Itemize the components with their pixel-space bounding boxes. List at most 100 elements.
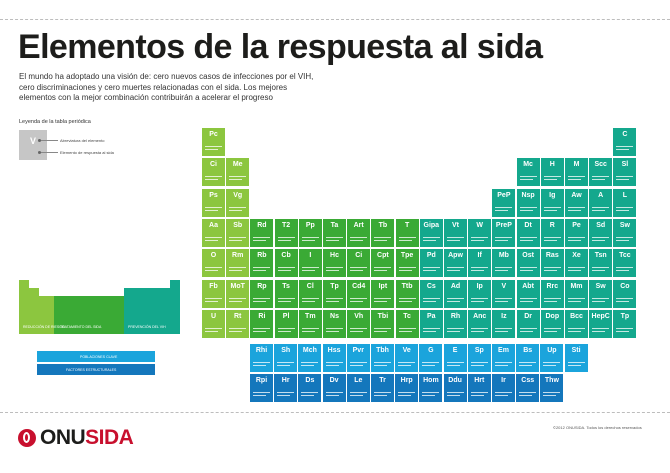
element-cell: I — [298, 249, 322, 278]
element-symbol: T — [404, 221, 410, 229]
element-caption-line — [592, 176, 610, 178]
element-caption-line — [519, 206, 537, 208]
element-symbol: Dv — [329, 377, 339, 384]
element-caption-line — [495, 239, 509, 241]
element-cell: Ds — [298, 374, 322, 402]
element-cell: Mch — [298, 344, 322, 372]
element-cell: Mm — [565, 279, 588, 308]
element-symbol: Rb — [257, 252, 267, 260]
element-caption-line — [592, 236, 610, 238]
element-symbol: Tp — [330, 282, 339, 290]
element-caption-line — [471, 239, 485, 241]
element-caption-line — [326, 327, 343, 329]
element-symbol: Hr — [281, 377, 290, 384]
element-cell: V — [492, 279, 516, 308]
element-symbol: Rp — [257, 282, 267, 290]
element-caption-line — [229, 239, 243, 241]
element-caption-line — [616, 149, 630, 150]
element-caption-line — [277, 300, 291, 302]
mini-bar-2 — [37, 364, 155, 375]
element-caption-line — [616, 327, 634, 329]
element-cell: Cpt — [371, 249, 395, 278]
element-symbol: Tb — [378, 221, 388, 229]
element-caption-line — [277, 236, 295, 238]
element-caption-line — [325, 392, 343, 393]
element-caption-line — [592, 239, 606, 241]
element-cell: Dr — [516, 309, 540, 338]
element-cell: Pe — [565, 218, 588, 247]
legend-sample-cell: V — [19, 130, 47, 160]
element-cell: Ip — [468, 279, 492, 308]
element-symbol: Nsp — [521, 191, 535, 199]
element-cell: Pvr — [346, 344, 370, 372]
element-symbol: Pp — [305, 221, 315, 229]
element-caption-line — [471, 297, 489, 299]
element-caption-line — [495, 392, 512, 393]
element-caption-line — [277, 395, 291, 396]
element-symbol: Vh — [354, 312, 364, 320]
element-caption-line — [398, 236, 416, 238]
element-symbol: Gipa — [423, 221, 440, 229]
element-caption-line — [398, 297, 416, 299]
element-caption-line — [277, 297, 295, 299]
element-caption-line — [495, 270, 509, 272]
element-caption-line — [205, 176, 222, 178]
element-cell: Thw — [540, 374, 564, 402]
element-cell: Bs — [516, 344, 540, 372]
element-caption-line — [616, 209, 630, 211]
element-cell: Gipa — [419, 218, 443, 247]
element-caption-line — [568, 300, 581, 302]
element-caption-line — [543, 327, 561, 329]
element-caption-line — [398, 365, 412, 366]
element-cell: A — [589, 188, 613, 217]
element-caption-line — [205, 239, 218, 241]
element-cell: Rt — [226, 309, 250, 338]
element-cell: Abt — [516, 279, 540, 308]
mini-block-left-top2 — [29, 288, 39, 296]
element-caption-line — [616, 330, 630, 332]
element-caption-line — [471, 330, 485, 332]
element-cell: Anc — [468, 309, 492, 338]
element-cell: Tbi — [371, 309, 395, 338]
element-symbol: PeP — [497, 191, 511, 199]
element-cell: M — [565, 158, 588, 187]
element-cell: Nsp — [516, 188, 540, 217]
element-caption-line — [543, 392, 561, 393]
element-cell: Sti — [564, 344, 588, 372]
element-symbol: Mch — [302, 347, 317, 354]
element-caption-line — [398, 267, 416, 269]
element-caption-line — [616, 179, 630, 181]
element-caption-line — [277, 365, 291, 366]
element-caption-line — [543, 395, 557, 396]
element-caption-line — [495, 365, 508, 366]
element-caption-line — [374, 365, 387, 366]
element-caption-line — [592, 206, 610, 208]
element-symbol: Bs — [523, 347, 533, 354]
element-caption-line — [398, 300, 412, 302]
logo-wordmark: ONUSIDA — [40, 426, 134, 450]
element-caption-line — [568, 270, 581, 272]
element-cell: Sw — [589, 279, 613, 308]
element-caption-line — [205, 206, 222, 208]
element-caption-line — [495, 395, 508, 396]
element-cell: Pd — [419, 249, 443, 278]
element-caption-line — [447, 236, 464, 238]
element-caption-line — [253, 270, 267, 272]
element-symbol: Me — [232, 161, 243, 169]
element-caption-line — [495, 297, 513, 299]
element-symbol: Tr — [379, 377, 386, 384]
element-caption-line — [471, 267, 489, 269]
element-caption-line — [398, 362, 416, 363]
element-symbol: Tsn — [594, 252, 607, 260]
element-caption-line — [229, 209, 243, 211]
element-caption-line — [616, 206, 634, 208]
element-symbol: Dt — [524, 221, 532, 229]
element-cell: Css — [516, 374, 540, 402]
element-symbol: Iz — [501, 312, 507, 320]
element-symbol: Hrp — [400, 377, 413, 384]
element-caption-line — [398, 392, 416, 393]
element-symbol: Hom — [423, 377, 439, 384]
element-caption-line — [277, 392, 295, 393]
element-caption-line — [205, 327, 222, 329]
element-cell: Ost — [516, 249, 540, 278]
